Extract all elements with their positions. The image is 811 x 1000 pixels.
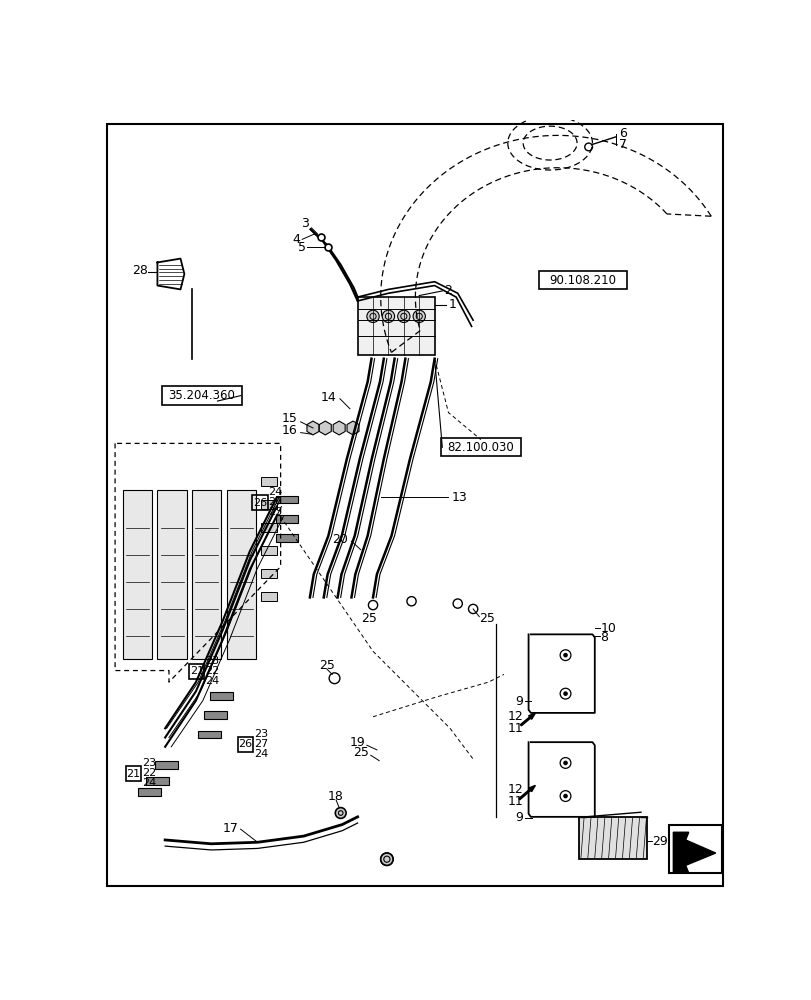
Text: 4: 4 (292, 233, 299, 246)
Bar (146, 777, 169, 785)
Circle shape (380, 853, 393, 865)
FancyBboxPatch shape (440, 438, 520, 456)
Text: 11: 11 (507, 722, 522, 735)
Text: 8: 8 (599, 631, 607, 644)
Text: 13: 13 (451, 491, 467, 504)
Text: 23: 23 (268, 507, 282, 517)
Bar (261, 523, 277, 532)
Bar (579, 817, 646, 859)
Bar (122, 490, 152, 659)
Text: 7: 7 (619, 138, 627, 151)
Text: 15: 15 (281, 412, 297, 425)
Circle shape (563, 794, 567, 798)
Text: 17: 17 (222, 822, 238, 835)
Text: 28: 28 (132, 264, 148, 277)
Text: 14: 14 (320, 391, 337, 404)
Text: 12: 12 (507, 783, 522, 796)
Polygon shape (672, 832, 714, 873)
Text: 12: 12 (507, 710, 522, 723)
Text: 5: 5 (298, 241, 306, 254)
Circle shape (380, 853, 393, 865)
Text: 20: 20 (333, 533, 348, 546)
Text: 25: 25 (478, 612, 495, 625)
Bar (192, 490, 221, 659)
Text: 27: 27 (253, 739, 268, 749)
Text: 25: 25 (319, 659, 334, 672)
Bar (155, 761, 178, 769)
FancyArrow shape (520, 713, 534, 726)
Text: 23: 23 (142, 758, 156, 768)
Bar (261, 546, 277, 555)
Bar (276, 515, 297, 523)
Text: 19: 19 (350, 736, 365, 749)
Bar (357, 297, 434, 355)
Text: 16: 16 (281, 424, 297, 437)
Text: 35.204.360: 35.204.360 (169, 389, 235, 402)
Text: 24: 24 (142, 778, 156, 788)
Text: 29: 29 (651, 835, 667, 848)
Text: 1: 1 (448, 298, 456, 311)
Text: 10: 10 (599, 622, 616, 635)
Circle shape (563, 653, 567, 657)
Bar (226, 490, 255, 659)
Bar (261, 500, 277, 509)
Circle shape (563, 761, 567, 765)
Circle shape (382, 310, 394, 323)
Text: 82.100.030: 82.100.030 (447, 441, 513, 454)
Text: 21: 21 (190, 666, 204, 676)
Text: 26: 26 (238, 739, 252, 749)
Text: 25: 25 (361, 612, 376, 625)
Text: 23: 23 (253, 729, 268, 739)
Text: 3: 3 (301, 217, 309, 230)
Bar (276, 496, 297, 503)
Bar (209, 692, 233, 700)
Bar (204, 711, 226, 719)
Text: 26: 26 (252, 498, 267, 508)
Text: 24: 24 (253, 749, 268, 759)
Bar (157, 490, 187, 659)
Bar (261, 592, 277, 601)
Text: 90.108.210: 90.108.210 (549, 274, 616, 287)
Bar (198, 731, 221, 738)
Bar (261, 477, 277, 486)
Text: 24: 24 (268, 487, 282, 497)
Bar (668, 825, 721, 873)
Text: 21: 21 (127, 769, 140, 779)
Text: 22: 22 (205, 666, 219, 676)
Text: 25: 25 (353, 746, 369, 759)
Text: 2: 2 (444, 284, 451, 297)
FancyBboxPatch shape (162, 386, 242, 405)
Bar (138, 788, 161, 796)
Text: 23: 23 (205, 656, 219, 666)
Bar (261, 569, 277, 578)
Circle shape (397, 310, 410, 323)
Circle shape (367, 310, 379, 323)
Text: 27: 27 (268, 497, 282, 507)
Text: 6: 6 (619, 127, 627, 140)
FancyBboxPatch shape (539, 271, 626, 289)
Text: 18: 18 (328, 790, 344, 803)
Circle shape (413, 310, 425, 323)
Text: 11: 11 (507, 795, 522, 808)
Text: 9: 9 (515, 811, 522, 824)
Text: 24: 24 (205, 676, 219, 686)
Text: 9: 9 (515, 695, 522, 708)
FancyArrow shape (518, 785, 534, 800)
Circle shape (563, 691, 567, 696)
Text: 22: 22 (142, 768, 156, 778)
Circle shape (335, 808, 345, 818)
Bar (276, 534, 297, 542)
